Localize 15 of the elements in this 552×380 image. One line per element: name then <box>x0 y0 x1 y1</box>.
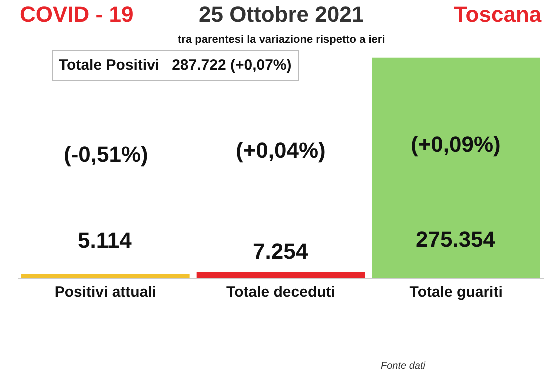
text: Toscana <box>454 2 542 27</box>
x-tick-label: Totale deceduti <box>226 284 336 302</box>
annotation: Totale Positivi 287.722 (+0,07%) <box>59 57 292 74</box>
text: COVID - 19 <box>20 2 134 27</box>
x-tick-label: Positivi attuali <box>54 284 157 302</box>
source-note: Fonte dati <box>381 361 426 372</box>
chart-title: 25 Ottobre 2021 <box>199 2 364 27</box>
chart-subtitle: tra parentesi la variazione rispetto a ieri <box>178 34 386 46</box>
annotation: (+0,04%) <box>236 138 326 163</box>
annotation: (-0,51%) <box>64 142 148 167</box>
data-label: 7.254 <box>253 239 309 264</box>
data-label: 5.114 <box>78 228 133 253</box>
x-tick-label: Totale guariti <box>410 284 503 302</box>
annotation: (+0,09%) <box>411 132 501 157</box>
data-label: 275.354 <box>416 227 496 252</box>
